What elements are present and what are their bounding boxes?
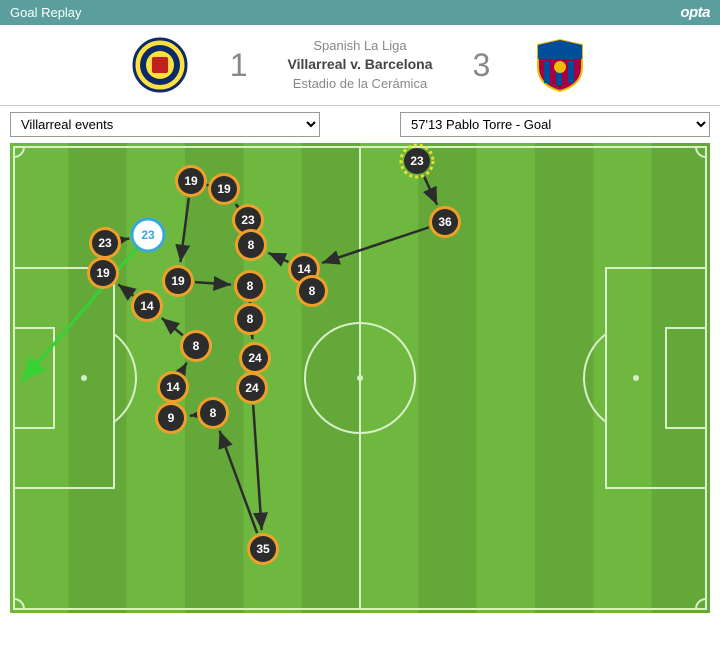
- svg-text:19: 19: [217, 182, 231, 196]
- svg-text:14: 14: [297, 262, 311, 276]
- svg-text:8: 8: [309, 284, 316, 298]
- player-node: 14: [157, 371, 189, 403]
- svg-text:8: 8: [247, 279, 254, 293]
- header-title: Goal Replay: [10, 5, 82, 20]
- player-node: 8: [296, 275, 328, 307]
- fixture: Villarreal v. Barcelona: [287, 55, 432, 75]
- player-node: 8: [234, 303, 266, 335]
- player-node: 14: [131, 290, 163, 322]
- events-select[interactable]: Villarreal events: [10, 112, 320, 137]
- controls-row: Villarreal events 57'13 Pablo Torre - Go…: [0, 105, 720, 143]
- brand-logo: opta: [680, 4, 710, 21]
- svg-text:8: 8: [193, 339, 200, 353]
- svg-text:19: 19: [171, 274, 185, 288]
- svg-text:8: 8: [248, 238, 255, 252]
- player-node: 19: [87, 257, 119, 289]
- svg-text:14: 14: [140, 299, 154, 313]
- match-center: Spanish La Liga Villarreal v. Barcelona …: [287, 37, 432, 93]
- svg-text:8: 8: [247, 312, 254, 326]
- player-node: 35: [247, 533, 279, 565]
- player-node: 36: [429, 206, 461, 238]
- svg-text:23: 23: [241, 213, 255, 227]
- player-node: 24: [239, 342, 271, 374]
- away-score: 3: [473, 47, 491, 84]
- svg-text:24: 24: [248, 351, 262, 365]
- pitch-svg: 23 36 14 8 23 8 19 19 19 23 23 19 14 8 8 8 24 24 14 8 9 35: [0, 143, 720, 623]
- venue: Estadio de la Cerámica: [287, 75, 432, 93]
- pitch-container: 23 36 14 8 23 8 19 19 19 23 23 19 14 8 8 8 24 24 14 8 9 35: [0, 143, 720, 623]
- competition: Spanish La Liga: [287, 37, 432, 55]
- player-node: 23: [132, 219, 164, 251]
- player-node: 9: [155, 402, 187, 434]
- player-node: 8: [197, 397, 229, 429]
- svg-text:24: 24: [245, 381, 259, 395]
- svg-text:35: 35: [256, 542, 270, 556]
- player-node: 19: [175, 165, 207, 197]
- player-node: 19: [208, 173, 240, 205]
- svg-text:36: 36: [438, 215, 452, 229]
- svg-text:23: 23: [98, 236, 112, 250]
- svg-text:19: 19: [184, 174, 198, 188]
- away-badge: [530, 35, 590, 95]
- goal-select[interactable]: 57'13 Pablo Torre - Goal: [400, 112, 710, 137]
- home-score: 1: [230, 47, 248, 84]
- svg-text:23: 23: [141, 228, 155, 242]
- home-badge: [130, 35, 190, 95]
- svg-text:8: 8: [210, 406, 217, 420]
- svg-text:14: 14: [166, 380, 180, 394]
- player-node: 8: [234, 270, 266, 302]
- player-node: 24: [236, 372, 268, 404]
- svg-text:19: 19: [96, 266, 110, 280]
- player-node: 19: [162, 265, 194, 297]
- svg-text:9: 9: [168, 411, 175, 425]
- header-bar: Goal Replay opta: [0, 0, 720, 25]
- player-node: 8: [180, 330, 212, 362]
- player-node: 23: [89, 227, 121, 259]
- player-node: 8: [235, 229, 267, 261]
- svg-text:23: 23: [410, 154, 424, 168]
- match-info: 1 Spanish La Liga Villarreal v. Barcelon…: [0, 25, 720, 105]
